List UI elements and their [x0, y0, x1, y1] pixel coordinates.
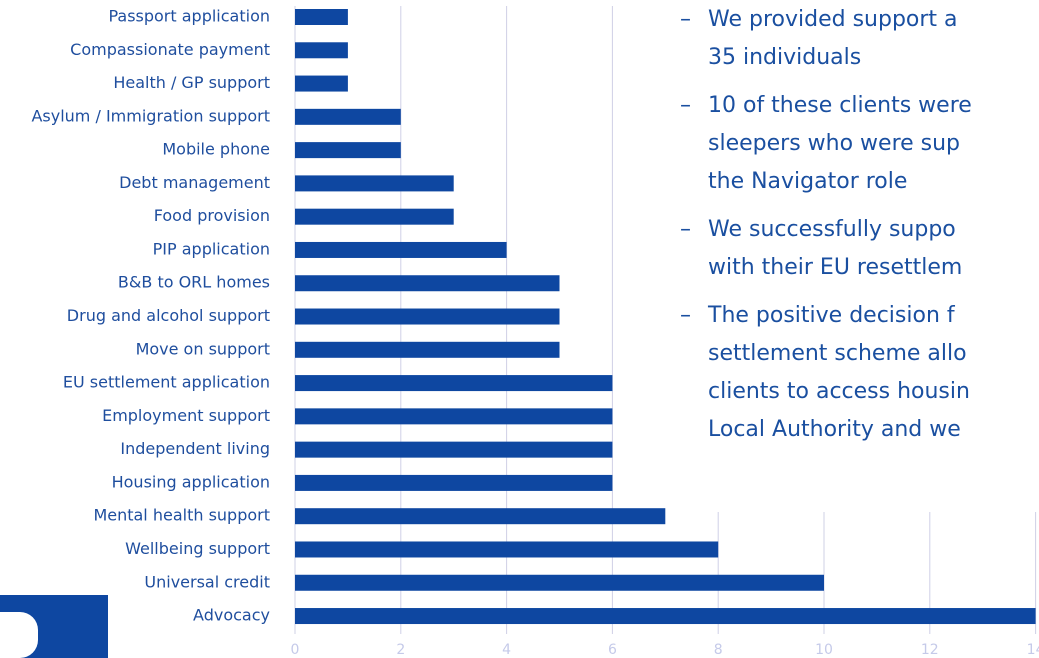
y-tick-label: Mobile phone: [162, 140, 270, 159]
x-tick-label: 12: [921, 642, 939, 658]
bar: [295, 341, 560, 358]
notes: – We provided support a35 individuals– 10 …: [680, 7, 972, 442]
y-tick-label: Food provision: [154, 206, 270, 225]
y-tick-label: Advocacy: [193, 606, 270, 625]
note-line: sleepers who were sup: [708, 131, 960, 156]
bars: [295, 9, 1036, 625]
x-tick-label: 0: [291, 642, 300, 658]
note-line: the Navigator role: [708, 169, 907, 194]
bar: [295, 441, 613, 458]
bar: [295, 574, 824, 591]
bar: [295, 308, 560, 325]
note-line: settlement scheme allo: [708, 341, 967, 366]
note-line: 10 of these clients were: [708, 93, 972, 118]
y-tick-label: B&B to ORL homes: [118, 273, 270, 292]
notes-background: [680, 0, 1039, 512]
y-tick-label: Mental health support: [93, 506, 270, 525]
bullet-dash: –: [680, 303, 691, 328]
bar: [295, 208, 454, 225]
x-tick-label: 8: [714, 642, 723, 658]
y-tick-label: Employment support: [102, 406, 270, 425]
bar: [295, 9, 348, 25]
note-line: 35 individuals: [708, 45, 861, 70]
y-tick-label: Drug and alcohol support: [67, 306, 270, 325]
y-tick-label: Health / GP support: [113, 73, 270, 92]
bar: [295, 75, 348, 92]
bar: [295, 508, 666, 525]
bullet-dash: –: [680, 7, 691, 32]
bullet-dash: –: [680, 217, 691, 242]
y-tick-label: Wellbeing support: [125, 539, 270, 558]
bar: [295, 474, 613, 491]
bar: [295, 175, 454, 192]
note-line: The positive decision f: [707, 303, 956, 328]
bar: [295, 108, 401, 125]
x-tick-label: 6: [608, 642, 617, 658]
bar: [295, 608, 1036, 625]
decor-shape: [0, 612, 38, 658]
y-tick-label: EU settlement application: [63, 373, 270, 392]
bar: [295, 541, 719, 558]
y-tick-label: Move on support: [136, 339, 270, 358]
x-tick-label: 4: [502, 642, 511, 658]
bar: [295, 42, 348, 59]
y-tick-label: Independent living: [120, 439, 270, 458]
y-tick-label: Universal credit: [144, 572, 270, 591]
bar: [295, 142, 401, 159]
bar: [295, 241, 507, 258]
y-tick-label: Debt management: [119, 173, 270, 192]
note-line: We provided support a: [708, 7, 958, 32]
bar: [295, 408, 613, 425]
note-line: Local Authority and we: [708, 417, 961, 442]
bar: [295, 275, 560, 292]
y-tick-label: Compassionate payment: [70, 40, 270, 59]
y-tick-label: PIP application: [153, 239, 270, 258]
y-tick-label: Passport application: [108, 7, 270, 26]
note-line: We successfully suppo: [708, 217, 956, 242]
x-tick-label: 2: [396, 642, 405, 658]
y-tick-label: Asylum / Immigration support: [31, 106, 270, 125]
bullet-dash: –: [680, 93, 691, 118]
x-tick-label: 14: [1027, 642, 1039, 658]
bar: [295, 375, 613, 392]
x-tick-label: 10: [815, 642, 833, 658]
note-line: clients to access housin: [708, 379, 970, 404]
note-line: with their EU resettlem: [708, 255, 962, 280]
y-tick-label: Housing application: [112, 472, 270, 491]
